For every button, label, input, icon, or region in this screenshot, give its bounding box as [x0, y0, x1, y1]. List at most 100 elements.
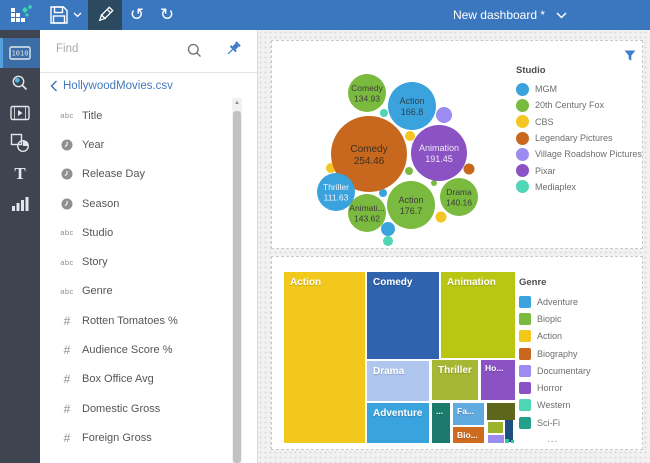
- field-item-domestic-gross[interactable]: # Domestic Gross: [40, 394, 257, 423]
- legend-more-ellipsis[interactable]: ...: [547, 434, 559, 446]
- legend-label: Western: [537, 400, 571, 411]
- treemap-cell[interactable]: [488, 422, 503, 433]
- treemap-cell[interactable]: [505, 420, 513, 442]
- sidebar-item-data-fields[interactable]: 1010: [0, 38, 40, 68]
- field-item-audience-score[interactable]: # Audience Score %: [40, 335, 257, 364]
- field-item-box-office-avg[interactable]: # Box Office Avg: [40, 365, 257, 394]
- sidebar-item-text[interactable]: T: [0, 158, 40, 188]
- legend-item-western[interactable]: Western: [519, 397, 591, 414]
- undo-button[interactable]: ↺: [122, 0, 152, 30]
- sidebar-item-explore[interactable]: [0, 68, 40, 98]
- field-item-foreign-gross[interactable]: # Foreign Gross: [40, 423, 257, 452]
- sidebar-item-media[interactable]: [0, 98, 40, 128]
- treemap-cell-thriller[interactable]: Thriller: [432, 360, 478, 400]
- number-type-icon: #: [63, 313, 71, 328]
- treemap-cell-adventure[interactable]: Adventure: [367, 403, 429, 443]
- field-item-rotten-tomatoes[interactable]: # Rotten Tomatoes %: [40, 306, 257, 335]
- field-item-season[interactable]: Season: [40, 189, 257, 218]
- sidebar-item-visualizations[interactable]: [0, 188, 40, 218]
- accent-bubble[interactable]: [381, 222, 395, 236]
- field-item-year[interactable]: Year: [40, 130, 257, 159]
- edit-button[interactable]: [88, 0, 122, 30]
- treemap-cell[interactable]: [487, 403, 515, 420]
- legend-label: Biography: [537, 348, 578, 359]
- bubble-comedy[interactable]: [331, 116, 407, 192]
- legend-item-village-roadshow-pictures[interactable]: Village Roadshow Pictures: [516, 146, 642, 162]
- field-item-story[interactable]: abc Story: [40, 247, 257, 276]
- treemap-cell[interactable]: [488, 435, 504, 443]
- legend-item-biopic[interactable]: Biopic: [519, 310, 591, 327]
- field-item-studio[interactable]: abc Studio: [40, 218, 257, 247]
- treemap-cell-ho[interactable]: Ho...: [481, 360, 515, 400]
- dashboard-title-dropdown[interactable]: New dashboard *: [420, 0, 600, 30]
- accent-bubble[interactable]: [405, 131, 415, 141]
- legend-item-biography[interactable]: Biography: [519, 345, 591, 362]
- treemap-widget[interactable]: Action Comedy Animation Drama Thriller Ho... A…: [271, 256, 643, 450]
- accent-bubble[interactable]: [431, 180, 437, 186]
- legend-item-adventure[interactable]: Adventure: [519, 293, 591, 310]
- search-icon[interactable]: [187, 43, 202, 58]
- accent-bubble[interactable]: [435, 211, 447, 223]
- legend-item-mgm[interactable]: MGM: [516, 81, 642, 97]
- save-button[interactable]: [42, 0, 88, 30]
- field-label: Studio: [82, 226, 114, 239]
- bubble-drama[interactable]: [440, 178, 478, 216]
- treemap-cell-[interactable]: ...: [432, 403, 450, 443]
- accent-bubble[interactable]: [405, 167, 413, 175]
- scrollbar-up-arrow[interactable]: ▲: [234, 100, 240, 106]
- search-input[interactable]: [54, 42, 183, 56]
- accent-bubble[interactable]: [463, 163, 475, 175]
- field-item-title[interactable]: abc Title: [40, 101, 257, 130]
- binary-box-icon: 1010: [9, 44, 31, 62]
- legend-item-cbs[interactable]: CBS: [516, 114, 642, 130]
- bubble-label: Thriller 111.63: [323, 182, 349, 203]
- treemap-cell-bio[interactable]: Bio...: [453, 427, 484, 443]
- treemap-cell-action[interactable]: Action: [284, 272, 365, 443]
- bubble-chart-widget[interactable]: Comedy 134.93 Action 166.8 Comedy 254.46 Anima…: [271, 40, 643, 249]
- legend-item-mediaplex[interactable]: Mediaplex: [516, 179, 642, 195]
- legend-item-documentary[interactable]: Documentary: [519, 362, 591, 379]
- bubble-animati[interactable]: [348, 194, 386, 232]
- clock-icon: [61, 198, 73, 210]
- bubble-animation[interactable]: [411, 125, 467, 181]
- app-logo[interactable]: [2, 0, 42, 30]
- legend-label: Sci-Fi: [537, 417, 560, 428]
- legend-label: Village Roadshow Pictures: [535, 149, 642, 160]
- bubble-action[interactable]: [387, 181, 435, 229]
- legend-item-legendary-pictures[interactable]: Legendary Pictures: [516, 130, 642, 146]
- data-source-back-link[interactable]: HollywoodMovies.csv: [40, 73, 257, 99]
- bubble-thriller[interactable]: [317, 173, 355, 211]
- legend-item-sci-fi[interactable]: Sci-Fi: [519, 414, 591, 431]
- accent-bubble[interactable]: [379, 189, 387, 197]
- legend-label: Mediaplex: [535, 181, 577, 192]
- legend-label: Biopic: [537, 313, 562, 324]
- treemap-cell-comedy[interactable]: Comedy: [367, 272, 439, 359]
- accent-bubble[interactable]: [436, 107, 452, 123]
- accent-bubble[interactable]: [380, 109, 388, 117]
- bubble-label: Drama 140.16: [446, 187, 472, 208]
- scrollbar-thumb[interactable]: [233, 111, 241, 463]
- treemap-cell-drama[interactable]: Drama: [367, 361, 429, 401]
- legend-item-horror[interactable]: Horror: [519, 379, 591, 396]
- pencil-icon: [95, 5, 115, 25]
- field-item-release-day[interactable]: Release Day: [40, 160, 257, 189]
- filter-icon[interactable]: [624, 50, 636, 62]
- pin-icon[interactable]: [225, 41, 243, 59]
- field-item-genre[interactable]: abc Genre: [40, 277, 257, 306]
- sidebar-item-shapes[interactable]: [0, 128, 40, 158]
- treemap-cell[interactable]: [511, 440, 514, 443]
- field-label: Release Day: [82, 168, 145, 181]
- text-type-icon: abc: [60, 286, 74, 296]
- legend-item-action[interactable]: Action: [519, 328, 591, 345]
- redo-button[interactable]: ↻: [152, 0, 182, 30]
- treemap-cell-fa[interactable]: Fa...: [453, 403, 484, 425]
- legend-label: Documentary: [537, 365, 591, 376]
- legend-item-pixar[interactable]: Pixar: [516, 162, 642, 178]
- panel-scrollbar[interactable]: ▲: [232, 98, 242, 463]
- treemap-cell-animation[interactable]: Animation: [441, 272, 515, 358]
- bubble-comedy[interactable]: [348, 74, 386, 112]
- accent-bubble[interactable]: [383, 236, 393, 246]
- legend-item-20th-century-fox[interactable]: 20th Century Fox: [516, 97, 642, 113]
- bubble-action[interactable]: [388, 82, 436, 130]
- treemap-cell[interactable]: [505, 439, 509, 443]
